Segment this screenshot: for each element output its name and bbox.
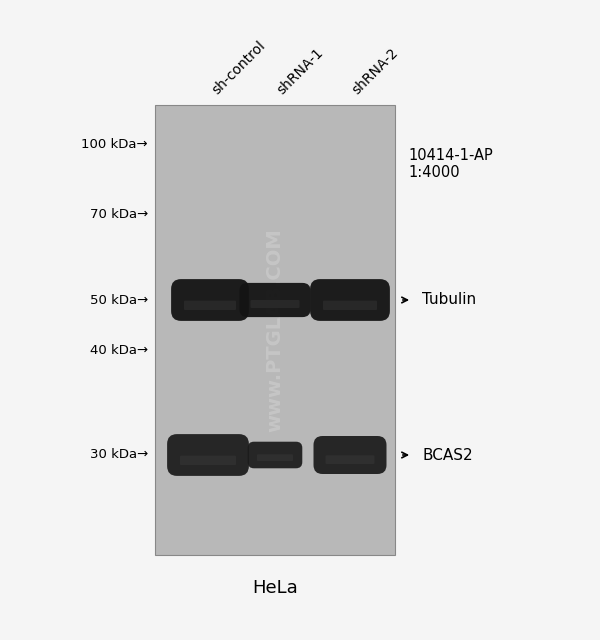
Text: sh-control: sh-control [210, 38, 269, 97]
Text: HeLa: HeLa [252, 579, 298, 597]
FancyBboxPatch shape [325, 455, 374, 464]
FancyBboxPatch shape [171, 279, 249, 321]
Text: Tubulin: Tubulin [422, 292, 476, 307]
Text: 40 kDa→: 40 kDa→ [90, 344, 148, 356]
Text: 10414-1-AP
1:4000: 10414-1-AP 1:4000 [408, 148, 493, 180]
Text: 30 kDa→: 30 kDa→ [90, 449, 148, 461]
FancyBboxPatch shape [180, 456, 236, 465]
Text: 100 kDa→: 100 kDa→ [82, 138, 148, 152]
Text: www.PTGLAB.COM: www.PTGLAB.COM [265, 228, 284, 432]
FancyBboxPatch shape [184, 301, 236, 310]
FancyBboxPatch shape [323, 301, 377, 310]
Text: shRNA-1: shRNA-1 [275, 45, 326, 97]
FancyBboxPatch shape [248, 442, 302, 468]
Text: shRNA-2: shRNA-2 [350, 45, 401, 97]
Bar [155, 105, 395, 555]
Text: BCAS2: BCAS2 [422, 447, 473, 463]
FancyBboxPatch shape [251, 300, 299, 308]
FancyBboxPatch shape [257, 454, 293, 461]
FancyBboxPatch shape [314, 436, 386, 474]
Text: 70 kDa→: 70 kDa→ [90, 209, 148, 221]
Text: 50 kDa→: 50 kDa→ [90, 294, 148, 307]
FancyBboxPatch shape [167, 434, 249, 476]
FancyBboxPatch shape [239, 283, 311, 317]
FancyBboxPatch shape [310, 279, 390, 321]
